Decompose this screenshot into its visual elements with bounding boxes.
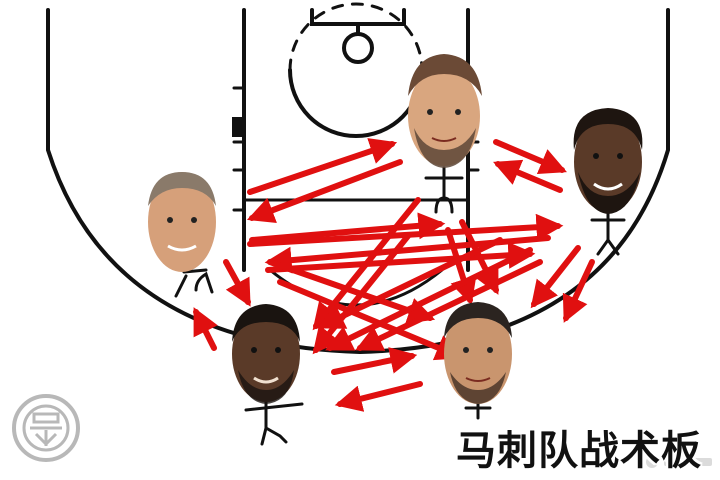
free-throw-circle [288, 68, 424, 138]
stick-body [174, 268, 214, 298]
hair [408, 54, 482, 96]
play-arrows [193, 138, 595, 412]
hair [573, 108, 643, 150]
key-arc [288, 2, 424, 72]
player-top-center [408, 54, 482, 214]
player-left [148, 172, 216, 298]
stick-body [590, 208, 626, 256]
player-bottom-right [444, 302, 512, 420]
hair [232, 304, 300, 342]
face [148, 172, 216, 272]
rim [342, 32, 374, 64]
hair [444, 302, 512, 338]
stick-body [244, 396, 304, 446]
watermark-icon [646, 456, 712, 468]
court-lines [46, 2, 670, 355]
beard [578, 172, 640, 214]
three-point-line [46, 8, 670, 355]
face [444, 304, 512, 404]
player-bottom-left [232, 304, 304, 446]
hair [148, 172, 216, 206]
player-top-right [573, 108, 643, 256]
stamp-seal-icon [12, 394, 80, 462]
beard [238, 370, 294, 404]
backboard [310, 8, 406, 26]
face [408, 66, 480, 166]
face [232, 306, 300, 402]
board-caption: 马刺队战术板 [456, 428, 702, 474]
stick-body [424, 166, 464, 214]
beard [450, 372, 506, 404]
face [574, 112, 642, 212]
beard [414, 128, 476, 168]
